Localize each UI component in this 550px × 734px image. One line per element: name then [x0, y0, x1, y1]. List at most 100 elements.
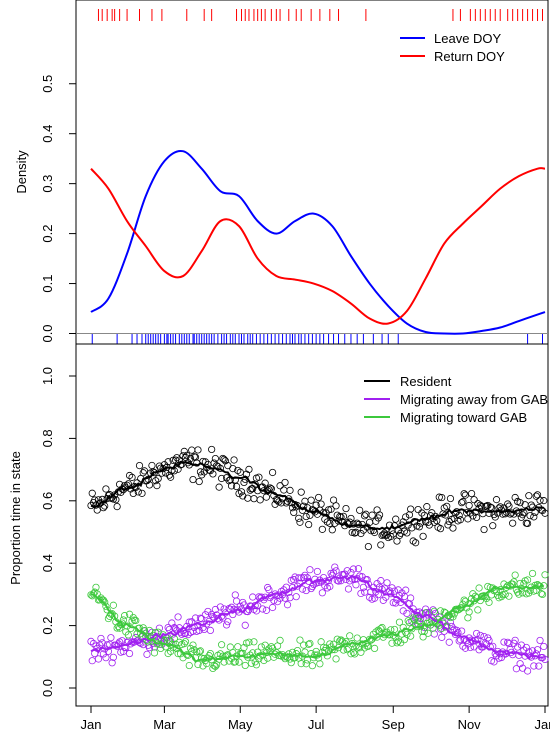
resident-point — [155, 462, 164, 470]
resident-point — [280, 486, 288, 494]
toward-point — [181, 638, 190, 646]
resident-point — [140, 467, 149, 475]
density-y-tick-label: 0.3 — [40, 175, 55, 193]
resident-point — [369, 526, 377, 535]
resident-point — [307, 496, 315, 504]
resident-point — [236, 468, 244, 476]
resident-point — [218, 474, 226, 483]
toward-point — [332, 655, 340, 663]
resident-point — [239, 492, 247, 500]
resident-point — [446, 494, 455, 503]
resident-point — [201, 458, 210, 466]
resident-point — [134, 488, 142, 496]
away-point — [198, 615, 206, 623]
resident-point — [461, 491, 469, 499]
toward-point — [296, 636, 304, 644]
resident-point — [112, 496, 120, 504]
away-point — [517, 641, 525, 649]
resident-point — [402, 513, 410, 521]
resident-point — [408, 524, 416, 532]
away-point — [292, 593, 300, 601]
resident-point — [268, 468, 277, 477]
proportion-y-tick-label: 0.8 — [40, 429, 55, 447]
resident-point — [436, 525, 445, 533]
toward-point — [247, 659, 256, 667]
resident-point — [285, 495, 293, 503]
resident-point — [525, 492, 533, 500]
resident-point — [297, 488, 305, 496]
toward-point — [511, 571, 519, 579]
toward-point — [409, 614, 417, 622]
toward-point — [235, 658, 243, 666]
resident-point — [482, 502, 491, 510]
toward-point — [285, 650, 293, 658]
toward-point — [262, 649, 270, 657]
away-point — [354, 565, 363, 573]
resident-point — [459, 498, 467, 506]
proportion-y-tick-label: 0.4 — [40, 554, 55, 572]
toward-point — [167, 647, 175, 656]
toward-point — [334, 644, 343, 652]
toward-point — [196, 647, 205, 655]
away-point — [249, 593, 257, 601]
resident-point — [249, 485, 257, 493]
toward-point — [501, 590, 509, 598]
toward-point — [455, 605, 463, 613]
resident-point — [145, 481, 154, 489]
resident-smooth-line — [90, 460, 544, 531]
resident-point — [282, 499, 290, 507]
away-point — [505, 639, 513, 648]
toward-point — [180, 640, 188, 648]
away-point — [108, 659, 116, 667]
toward-point — [276, 636, 284, 644]
resident-point — [245, 465, 253, 474]
resident-point — [403, 529, 411, 537]
x-tick-label: Jul — [308, 717, 325, 732]
away-point — [119, 647, 127, 656]
resident-point — [286, 486, 294, 494]
resident-point — [210, 459, 218, 467]
away-point — [357, 589, 365, 598]
resident-point — [356, 506, 364, 514]
resident-point — [418, 509, 426, 517]
toward-point — [339, 646, 348, 654]
toward-point — [252, 661, 261, 669]
away-point — [171, 625, 180, 633]
away-point — [536, 636, 544, 645]
away-point — [264, 583, 272, 592]
away-point — [229, 610, 237, 619]
away-point — [214, 614, 222, 623]
toward-point — [407, 632, 415, 640]
density-y-axis: 0.0 0.1 0.2 0.3 0.4 0.5 — [40, 75, 76, 343]
toward-point — [343, 646, 351, 654]
resident-point — [276, 482, 284, 490]
toward-point — [454, 606, 462, 614]
away-point — [227, 603, 236, 611]
resident-point — [326, 519, 334, 527]
resident-point — [456, 516, 465, 524]
away-point — [313, 567, 321, 576]
toward-point — [89, 590, 98, 598]
proportion-legend: Resident Migrating away from GAB Migrati… — [364, 374, 548, 425]
resident-point — [433, 517, 441, 525]
resident-point — [152, 477, 160, 485]
toward-point — [260, 656, 268, 665]
toward-point — [261, 641, 269, 649]
away-point — [97, 634, 105, 643]
resident-point — [317, 500, 325, 508]
away-point — [206, 626, 215, 634]
resident-point — [445, 517, 453, 526]
toward-point — [189, 641, 197, 649]
toward-point — [231, 658, 239, 666]
proportion-points — [87, 445, 549, 675]
away-point — [392, 599, 400, 607]
proportion-y-tick-label: 0.6 — [40, 492, 55, 510]
resident-point — [419, 532, 427, 540]
resident-point — [491, 513, 499, 521]
toward-point — [102, 602, 110, 610]
resident-point — [352, 528, 360, 536]
toward-point — [505, 592, 513, 600]
toward-point — [468, 595, 476, 603]
proportion-y-axis: 0.0 0.2 0.4 0.6 0.8 1.0 — [40, 367, 76, 697]
density-y-tick-label: 0.2 — [40, 225, 55, 243]
